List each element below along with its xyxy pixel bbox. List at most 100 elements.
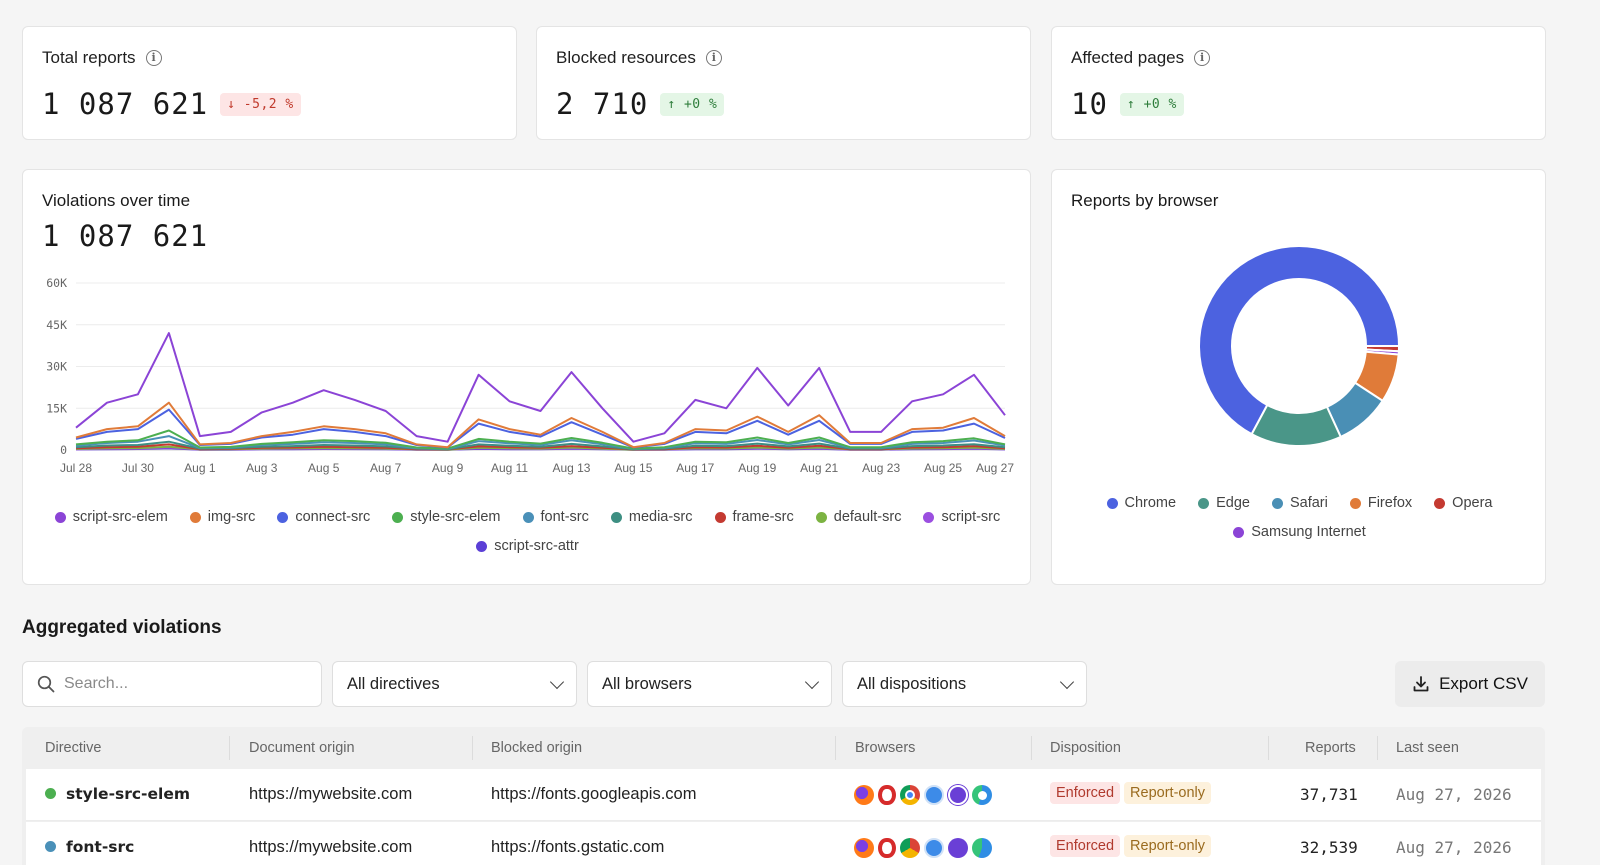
document-origin: https://mywebsite.com [249, 838, 413, 856]
legend-dot [1198, 497, 1210, 509]
x-tick-label: Aug 15 [614, 461, 652, 475]
legend-label: frame-src [732, 509, 794, 525]
browser-icons [854, 838, 992, 858]
column-header-browsers[interactable]: Browsers [855, 740, 916, 756]
column-header-last-seen[interactable]: Last seen [1396, 740, 1459, 756]
disposition-badge: Enforced [1050, 835, 1121, 857]
legend-dot [610, 511, 622, 523]
x-tick-label: Aug 13 [552, 461, 590, 475]
directive-dot [45, 787, 56, 799]
legend-label: style-src-elem [410, 509, 501, 525]
legend-dot [1349, 497, 1361, 509]
legend-dot [522, 511, 534, 523]
chevron-down-icon [549, 674, 565, 689]
legend-dot [714, 511, 726, 523]
legend-dot [1271, 497, 1283, 509]
legend-item[interactable]: style-src-elem [392, 509, 501, 525]
kpi-label: Affected pages [1071, 48, 1185, 67]
y-tick-label: 30K [46, 360, 67, 374]
firefox-icon [854, 838, 874, 858]
column-header-document-origin[interactable]: Document origin [249, 740, 355, 756]
search-box[interactable] [22, 661, 322, 707]
opera-icon [878, 838, 896, 858]
series-line-img-src [75, 401, 1006, 449]
legend-label: script-src-attr [494, 538, 579, 554]
delta-badge: ↑ +0 % [1119, 92, 1184, 116]
legend-item[interactable]: Edge [1198, 495, 1250, 511]
column-header-blocked-origin[interactable]: Blocked origin [491, 740, 583, 756]
series-line-connect-src [75, 408, 1006, 449]
x-tick-label: Aug 9 [432, 461, 464, 475]
x-tick-label: Aug 25 [924, 461, 962, 475]
table-row[interactable]: style-src-elem https://mywebsite.com htt… [26, 769, 1541, 821]
safari-icon [924, 785, 944, 805]
legend-label: Firefox [1367, 495, 1413, 511]
legend-label: default-src [833, 509, 902, 525]
legend-item[interactable]: connect-src [277, 509, 370, 525]
series-line-style-src-elem [75, 429, 1006, 450]
x-tick-label: Aug 27 [976, 461, 1014, 475]
edge-icon [972, 785, 992, 805]
kpi-label: Blocked resources [556, 48, 696, 67]
legend-dot [189, 511, 201, 523]
legend-label: media-src [628, 509, 693, 525]
column-divider [472, 736, 473, 760]
legend-label: Edge [1216, 495, 1250, 511]
table-row[interactable]: font-src https://mywebsite.com https://f… [26, 822, 1541, 865]
legend-item[interactable]: script-src [923, 509, 1000, 525]
x-tick-label: Aug 17 [676, 461, 714, 475]
column-header-reports[interactable]: Reports [1305, 740, 1356, 756]
browsers-filter-select[interactable]: All browsers [587, 661, 832, 707]
disposition-badge: Enforced [1050, 782, 1121, 804]
info-icon[interactable]: i [705, 50, 722, 66]
kpi-card-affected-pages: Affected pages i 10 ↑ +0 % [1051, 26, 1546, 140]
chart-title: Reports by browser [1071, 191, 1219, 210]
info-icon[interactable]: i [1194, 50, 1211, 66]
legend-item[interactable]: Chrome [1106, 495, 1176, 511]
select-value: All directives [347, 674, 440, 693]
directive-name: font-src [66, 838, 135, 856]
info-icon[interactable]: i [145, 50, 162, 66]
legend-label: Safari [1289, 495, 1328, 511]
legend-item[interactable]: default-src [815, 509, 902, 525]
kpi-value: 1 087 621 [42, 87, 209, 121]
delta-badge: ↓ -5,2 % [220, 92, 301, 116]
series-line-script-src-elem [75, 332, 1006, 443]
legend-item[interactable]: script-src-elem [54, 509, 168, 525]
legend-dot [815, 511, 827, 523]
blocked-origin: https://fonts.gstatic.com [491, 838, 665, 856]
donut-slice-edge [1250, 403, 1343, 447]
kpi-value: 2 710 [556, 87, 649, 121]
search-input[interactable] [64, 675, 294, 693]
opera-icon [878, 785, 896, 805]
legend-item[interactable]: Opera [1434, 495, 1492, 511]
legend-item[interactable]: font-src [522, 509, 589, 525]
search-icon [37, 675, 55, 693]
kpi-label: Total reports [42, 48, 136, 67]
chevron-down-icon [1059, 674, 1075, 689]
column-divider [1031, 736, 1032, 760]
legend-item[interactable]: img-src [189, 509, 255, 525]
chart-legend: Chrome Edge Safari Firefox Opera Samsung Inte… [1072, 495, 1527, 553]
dispositions-filter-select[interactable]: All dispositions [842, 661, 1087, 707]
x-tick-label: Aug 5 [308, 461, 340, 475]
column-header-directive[interactable]: Directive [45, 740, 102, 756]
legend-item[interactable]: Firefox [1349, 495, 1413, 511]
violations-table: Directive Document origin Blocked origin… [22, 727, 1545, 865]
column-header-disposition[interactable]: Disposition [1050, 740, 1121, 756]
legend-item[interactable]: media-src [610, 509, 693, 525]
legend-item[interactable]: Samsung Internet [1233, 524, 1366, 540]
legend-item[interactable]: script-src-attr [476, 538, 579, 554]
chart-total: 1 087 621 [42, 219, 209, 253]
export-label: Export CSV [1439, 674, 1528, 693]
legend-item[interactable]: frame-src [714, 509, 794, 525]
column-divider [835, 736, 836, 760]
legend-item[interactable]: Safari [1271, 495, 1328, 511]
column-divider [1268, 736, 1269, 760]
chevron-down-icon [804, 674, 820, 689]
export-csv-button[interactable]: Export CSV [1395, 661, 1545, 707]
legend-label: Opera [1452, 495, 1493, 511]
directives-filter-select[interactable]: All directives [332, 661, 577, 707]
select-value: All dispositions [857, 674, 967, 693]
firefox-icon [854, 785, 874, 805]
